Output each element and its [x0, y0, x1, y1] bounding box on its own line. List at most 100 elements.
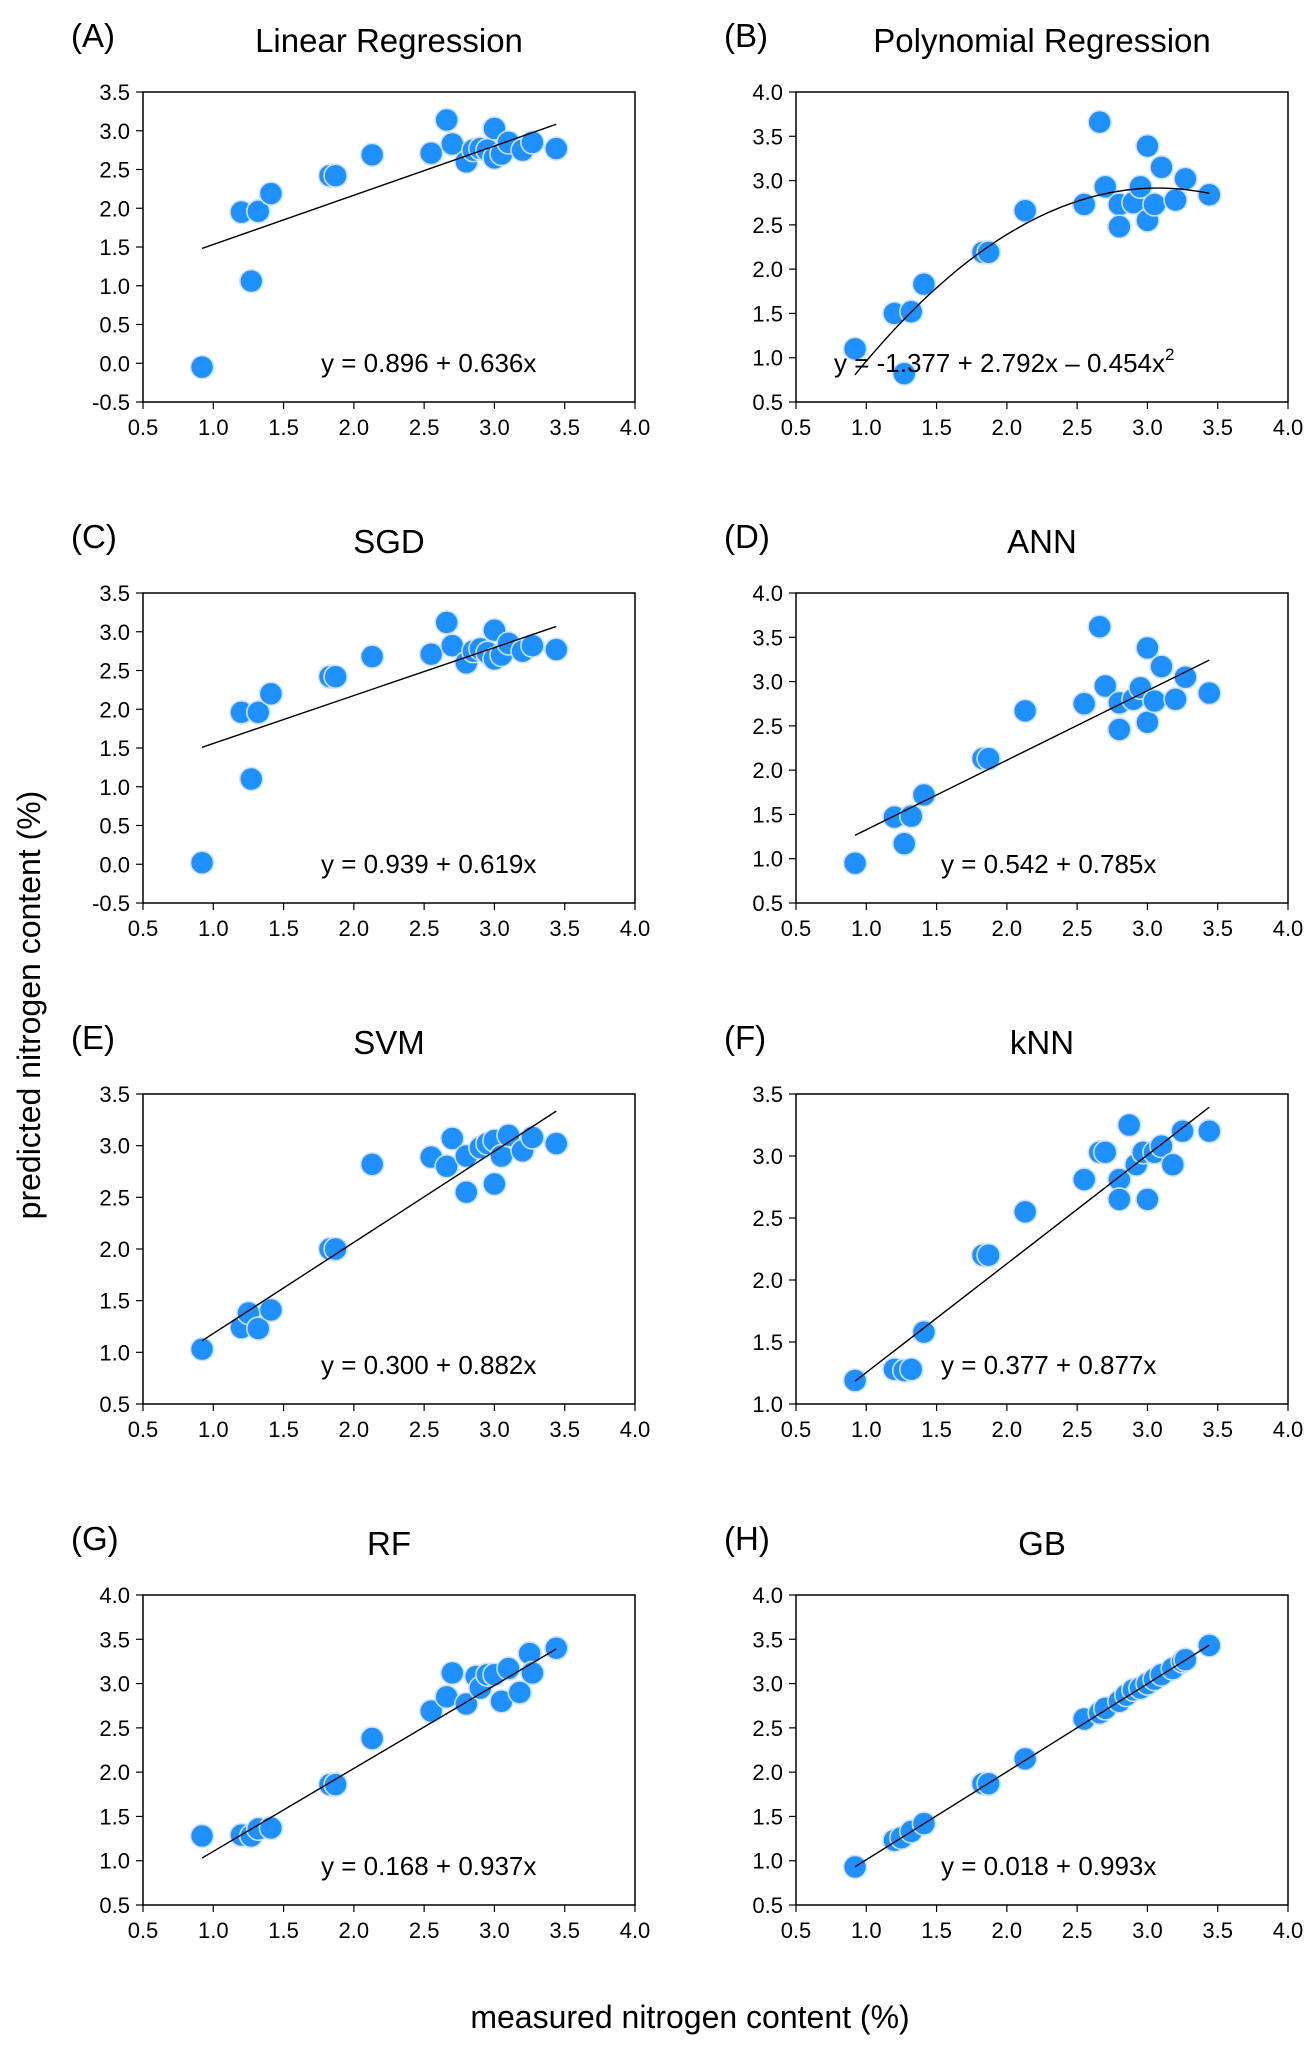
data-point [976, 746, 1001, 771]
data-point [911, 271, 937, 297]
x-tick-label: 1.0 [851, 916, 882, 941]
x-tick-label: 0.5 [128, 415, 159, 440]
x-tick-label: 3.5 [1202, 415, 1233, 440]
data-point [1163, 686, 1188, 712]
y-tick-label: 2.0 [752, 758, 783, 783]
y-tick-label: 1.0 [752, 847, 783, 872]
y-tick-label: 1.0 [752, 1392, 783, 1417]
x-tick-label: 3.5 [549, 1417, 580, 1442]
data-point [911, 1319, 937, 1345]
data-point [258, 1815, 284, 1841]
equation-label: y = 0.377 + 0.877x [941, 1350, 1156, 1380]
x-tick-label: 4.0 [1273, 1417, 1304, 1442]
x-tick-label: 0.5 [781, 415, 812, 440]
y-axis-title: predicted nitrogen content (%) [11, 791, 47, 1220]
equation-text: y = 0.939 + 0.619x [321, 849, 536, 879]
data-point [189, 850, 215, 876]
x-tick-label: 1.5 [268, 1918, 299, 1943]
y-tick-label: 2.5 [99, 158, 130, 183]
x-tick-label: 3.0 [479, 916, 510, 941]
x-tick-label: 3.0 [479, 1918, 510, 1943]
y-tick-label: 4.0 [752, 581, 783, 606]
data-point [976, 240, 1001, 265]
data-point [842, 1854, 868, 1880]
panel-letter: (D) [724, 518, 770, 555]
regression-line [201, 625, 557, 749]
panel-letter: (E) [71, 1019, 115, 1056]
equation-text: y = 0.896 + 0.636x [321, 348, 536, 378]
x-tick-label: 1.5 [921, 916, 952, 941]
x-tick-label: 4.0 [620, 916, 651, 941]
equation-label: y = 0.896 + 0.636x [321, 348, 536, 378]
y-tick-label: 2.5 [99, 1716, 130, 1741]
x-tick-label: 1.5 [268, 1417, 299, 1442]
y-tick-label: 0.0 [99, 852, 130, 877]
panel-2: (C) SGD 0.5 1.0 1.5 2.0 2.5 3.0 3.5 4.0 -0.5 0.0 0.5… [71, 518, 650, 941]
panel-title: Polynomial Regression [873, 22, 1211, 59]
data-point [1087, 109, 1112, 135]
y-tick-label: 1.0 [752, 1849, 783, 1874]
y-tick-label: 3.5 [99, 1082, 130, 1107]
data-point [434, 107, 459, 133]
x-tick-label: 1.0 [198, 1918, 229, 1943]
equation-superscript: 2 [1165, 345, 1174, 364]
data-point [1092, 673, 1118, 699]
data-point [434, 610, 459, 635]
panel-title: ANN [1007, 523, 1077, 560]
data-point [1196, 182, 1222, 208]
y-tick-label: 1.5 [99, 235, 130, 260]
x-tick-label: 1.5 [268, 415, 299, 440]
data-point [1107, 214, 1132, 239]
x-tick-label: 1.0 [851, 1417, 882, 1442]
panel-title: RF [367, 1525, 411, 1562]
x-tick-label: 0.5 [128, 1417, 159, 1442]
y-tick-label: 3.5 [752, 1082, 783, 1107]
y-tick-label: 2.0 [99, 1760, 130, 1785]
x-tick-label: 3.0 [479, 1417, 510, 1442]
y-tick-label: 2.0 [99, 697, 130, 722]
y-tick-label: 2.0 [752, 257, 783, 282]
panel-3: (D) ANN 0.5 1.0 1.5 2.0 2.5 3.0 3.5 4.0 0.5 1.0 1.5 2… [724, 518, 1303, 941]
equation-text: y = -1.377 + 2.792x – 0.454x [834, 348, 1165, 378]
y-tick-label: 4.0 [752, 80, 783, 105]
y-tick-label: 2.0 [752, 1268, 783, 1293]
y-tick-label: 3.5 [752, 1627, 783, 1652]
data-point [245, 1316, 271, 1341]
y-tick-label: 0.5 [99, 814, 130, 839]
x-tick-label: 2.0 [992, 916, 1023, 941]
data-point [1149, 154, 1174, 180]
x-tick-label: 0.5 [128, 916, 159, 941]
data-point [976, 1242, 1001, 1268]
y-tick-label: 3.5 [99, 581, 130, 606]
y-tick-label: 0.0 [99, 351, 130, 376]
x-tick-label: 3.5 [1202, 1417, 1233, 1442]
regression-curve [854, 187, 1210, 376]
x-tick-label: 2.5 [1062, 1918, 1093, 1943]
data-point [323, 1236, 348, 1262]
data-point [1012, 198, 1038, 223]
data-point [439, 1126, 465, 1151]
y-tick-label: 1.5 [752, 802, 783, 827]
data-point [911, 782, 937, 808]
data-point [520, 1125, 545, 1150]
x-tick-label: 3.5 [549, 1918, 580, 1943]
y-tick-label: 3.5 [752, 124, 783, 149]
x-tick-label: 3.0 [1132, 415, 1163, 440]
x-tick-label: 4.0 [1273, 1918, 1304, 1943]
x-tick-label: 1.5 [268, 916, 299, 941]
y-tick-label: 3.5 [99, 80, 130, 105]
x-tick-label: 4.0 [620, 1417, 651, 1442]
panel-6: (G) RF 0.5 1.0 1.5 2.0 2.5 3.0 3.5 4.0 0.5 1.0 1.5 2.… [71, 1520, 650, 1943]
panel-title: SVM [353, 1024, 425, 1061]
x-tick-label: 4.0 [1273, 916, 1304, 941]
x-tick-label: 4.0 [620, 1918, 651, 1943]
equation-label: y = 0.168 + 0.937x [321, 1851, 536, 1881]
y-tick-label: 2.5 [752, 1206, 783, 1231]
data-point [189, 354, 215, 380]
data-point [1107, 1187, 1132, 1212]
panel-letter: (F) [724, 1019, 766, 1056]
y-tick-label: 2.5 [752, 213, 783, 238]
x-tick-label: 2.5 [1062, 415, 1093, 440]
regression-line [854, 659, 1210, 836]
